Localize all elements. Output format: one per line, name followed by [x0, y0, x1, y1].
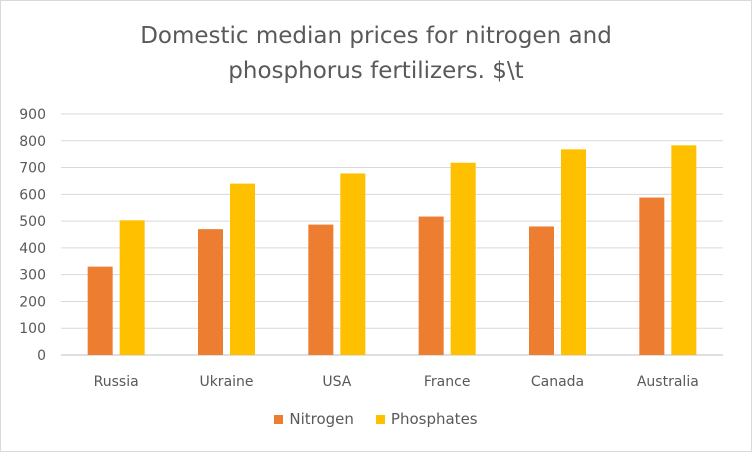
legend-label: Phosphates [390, 410, 478, 428]
bar-phosphates-ukraine [230, 183, 255, 355]
legend: Nitrogen Phosphates [1, 410, 751, 428]
x-tick-label: Russia [94, 374, 139, 390]
legend-swatch [375, 414, 385, 424]
x-tick-label: Ukraine [199, 374, 253, 390]
bar-phosphates-russia [119, 220, 145, 355]
x-axis-ticks: Russia Ukraine USA France Canada Australia [94, 374, 699, 390]
legend-item-phosphates: Phosphates [375, 410, 478, 428]
bar-phosphates-canada [561, 149, 586, 355]
y-tick-label: 900 [19, 107, 46, 123]
bar-nitrogen-canada [529, 226, 554, 355]
legend-item-nitrogen: Nitrogen [274, 410, 354, 428]
y-tick-label: 700 [19, 161, 46, 177]
y-tick-label: 500 [19, 214, 46, 230]
legend-swatch [274, 414, 284, 424]
bar-nitrogen-russia [87, 266, 113, 355]
x-tick-label: USA [322, 374, 351, 390]
y-tick-label: 600 [19, 187, 46, 203]
bar-phosphates-france [450, 162, 476, 355]
bar-series [87, 145, 697, 355]
y-tick-label: 800 [19, 134, 46, 150]
x-tick-label: Australia [637, 374, 699, 390]
bar-phosphates-usa [340, 173, 366, 355]
bar-nitrogen-australia [639, 197, 665, 355]
y-tick-label: 0 [37, 348, 46, 364]
x-tick-label: France [424, 374, 471, 390]
x-tick-label: Canada [531, 374, 584, 390]
legend-label: Nitrogen [289, 410, 354, 428]
bar-phosphates-australia [671, 145, 697, 355]
y-tick-label: 300 [19, 268, 46, 284]
chart-title: Domestic median prices for nitrogen and … [140, 23, 612, 84]
y-tick-label: 100 [19, 321, 46, 337]
bar-nitrogen-usa [308, 224, 334, 355]
y-tick-label: 200 [19, 294, 46, 310]
bar-nitrogen-ukraine [198, 229, 223, 355]
gridlines [61, 113, 723, 356]
y-axis-ticks: 0 100 200 300 400 500 600 700 800 900 [19, 107, 46, 364]
y-tick-label: 400 [19, 241, 46, 257]
bar-nitrogen-france [418, 216, 444, 355]
